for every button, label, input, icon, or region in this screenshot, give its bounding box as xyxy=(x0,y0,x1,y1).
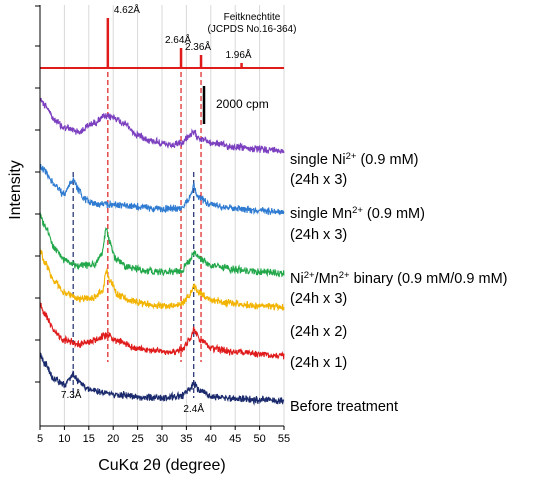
x-tick-label-7: 40 xyxy=(205,433,217,445)
series-line-5 xyxy=(39,352,285,406)
y-axis-title: Intensity xyxy=(7,160,24,220)
guide-label-1: 2.4Å xyxy=(183,402,204,415)
reference-source: (JCPDS No.16-364) xyxy=(208,24,297,35)
x-tick-label-6: 35 xyxy=(180,433,192,445)
series-label-2: Ni2+/Mn2+ binary (0.9 mM/0.9 mM) xyxy=(290,270,507,288)
series-line-0 xyxy=(39,97,285,154)
scale-bar-label: 2000 cpm xyxy=(216,97,269,111)
series-traces xyxy=(39,97,285,406)
series-label-3: (24h x 2) xyxy=(290,324,347,340)
labels: single Ni2+ (0.9 mM) (24h x 3) single Mn2+… xyxy=(290,151,507,416)
x-axis-title: CuKα 2θ (degree) xyxy=(98,457,226,474)
series-sublabel-1: (24h x 3) xyxy=(290,227,347,243)
x-tick-label-5: 30 xyxy=(156,433,168,445)
reference-peak-label-2: 2.36Å xyxy=(185,40,211,53)
x-tick-label-2: 15 xyxy=(83,433,95,445)
x-tick-label-9: 50 xyxy=(253,433,265,445)
x-tick-label-1: 10 xyxy=(58,433,70,445)
reference-peak-label-0: 4.62Å xyxy=(114,3,140,16)
series-line-1 xyxy=(39,163,285,216)
series-line-4 xyxy=(39,302,285,360)
series-label-4: (24h x 1) xyxy=(290,355,347,371)
series-label-0: single Ni2+ (0.9 mM) xyxy=(290,151,418,169)
series-label-5: Before treatment xyxy=(290,399,398,415)
axes: 5 10 15 20 25 30 35 40 45 50 55 CuKα 2θ (degree) Int… xyxy=(7,5,290,474)
series-line-3 xyxy=(39,248,285,312)
x-tick-label-10: 55 xyxy=(278,433,290,445)
reference-peak-label-3: 1.96Å xyxy=(225,48,251,61)
series-line-2 xyxy=(39,212,285,278)
series-label-1: single Mn2+ (0.9 mM) xyxy=(290,205,425,223)
x-tick-label-4: 25 xyxy=(131,433,143,445)
series-sublabel-2: (24h x 3) xyxy=(290,291,347,307)
series-sublabel-0: (24h x 3) xyxy=(290,172,347,188)
reference-peak-label-1: 2.64Å xyxy=(165,33,191,46)
x-tick-label-3: 20 xyxy=(107,433,119,445)
x-tick-label-8: 45 xyxy=(229,433,241,445)
x-tick-label-0: 5 xyxy=(37,433,43,445)
guide-label-0: 7.3Å xyxy=(61,388,82,401)
guide-lines: 7.3Å 2.4Å xyxy=(61,72,204,415)
reference-name: Feitknechtite xyxy=(224,12,281,23)
